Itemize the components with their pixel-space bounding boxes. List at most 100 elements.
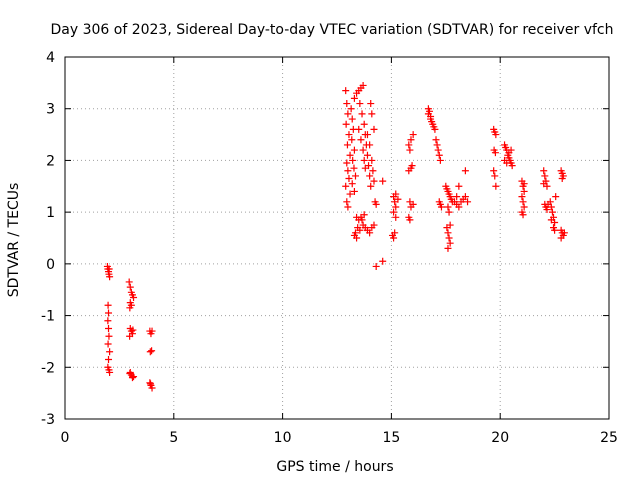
data-point [392,190,400,198]
data-point [126,283,134,291]
data-point [350,187,358,195]
data-point [105,332,113,340]
data-point [408,162,416,170]
data-point [407,136,415,144]
data-point [343,100,351,108]
data-point [105,325,113,332]
data-point [391,229,399,237]
data-point [455,203,463,211]
data-point [501,156,509,164]
data-point [434,146,442,154]
data-point [446,221,454,229]
data-point [104,301,112,309]
data-point [366,229,374,237]
grid-lines [65,57,609,419]
data-point [552,193,560,201]
data-point [126,332,134,340]
data-point [346,190,354,198]
data-point [455,182,463,190]
data-point [355,125,363,133]
data-point [357,136,365,144]
data-point [370,177,378,185]
x-tick-label: 20 [491,430,509,446]
data-point [104,340,112,348]
data-point [125,278,133,286]
data-point [348,180,356,188]
y-tick-label: 2 [46,153,55,169]
data-point [359,81,367,89]
data-point [351,172,359,180]
x-tick-label: 25 [600,430,618,446]
data-point [519,211,527,219]
data-point [520,180,528,188]
data-point [350,164,358,172]
data-point [148,327,156,335]
data-point [348,136,356,144]
data-point [560,229,568,237]
axis-ticks: 0 5 10 15 20 25 -3 -2 -1 0 1 2 3 4 [41,50,618,446]
data-point [392,213,400,221]
data-point [347,105,355,113]
data-point [130,293,138,301]
data-points [103,81,568,392]
data-point [547,216,555,224]
data-point [558,175,566,183]
data-point [540,180,548,188]
data-point [551,226,559,234]
y-tick-label: 1 [46,205,55,221]
data-point [507,146,515,154]
data-point [492,131,500,139]
data-point [372,200,380,208]
data-point [106,273,114,281]
data-point [350,94,358,102]
y-tick-label: -1 [41,309,55,325]
data-point [424,110,432,118]
data-point [345,175,353,183]
data-point [409,200,417,208]
data-point [128,374,136,382]
data-point [369,167,377,175]
data-point [361,164,369,172]
data-point [105,356,113,364]
data-point [520,187,528,195]
data-point [106,348,114,356]
data-point [464,198,472,206]
data-point [461,167,469,175]
data-point [350,146,358,154]
data-point [392,203,400,211]
data-point [437,203,445,211]
data-point [541,172,549,180]
data-point [342,120,350,128]
data-point [444,229,452,237]
x-tick-label: 0 [61,430,70,446]
data-point [343,141,351,149]
data-point [366,172,374,180]
data-point [130,373,138,381]
data-point [360,156,368,164]
data-point [491,172,499,180]
data-point [346,151,354,159]
data-point [453,193,461,201]
y-tick-label: -3 [41,412,55,428]
data-point [379,257,387,265]
data-point [543,206,551,214]
y-tick-label: 0 [46,257,55,273]
data-point [409,131,417,139]
data-point [557,234,565,242]
data-point [359,146,367,154]
data-point [148,347,156,355]
data-point [358,110,366,118]
data-point [126,369,134,377]
data-point [406,146,414,154]
data-point [146,348,154,356]
plot-frame [64,56,610,420]
data-point [508,162,516,170]
data-point [360,120,368,128]
data-point [370,125,378,133]
data-point [342,87,350,95]
data-point [444,203,452,211]
data-point [368,110,376,118]
data-point [406,216,414,224]
data-point [126,304,134,312]
data-point [356,226,364,234]
